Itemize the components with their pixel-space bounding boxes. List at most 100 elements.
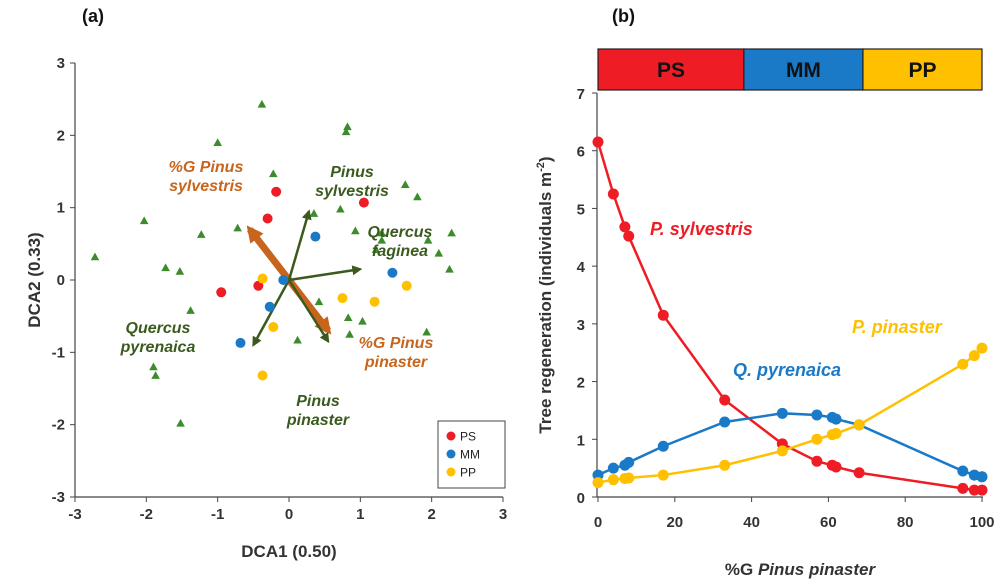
vector-label-line: Pinus [330, 164, 374, 181]
species-triangle [343, 313, 353, 322]
vector-label-pp: Pinus pinaster [286, 393, 350, 429]
dominance-bar: PS MM PP [597, 48, 983, 91]
vector-label-line: faginea [372, 243, 428, 260]
series-label-pyrenaica: Q. pyrenaica [733, 360, 841, 380]
species-vector-arrow [288, 265, 363, 282]
series-point-sylvestris [719, 394, 731, 406]
vector-label-line: sylvestris [169, 178, 243, 195]
series-point-pyrenaica [811, 409, 823, 421]
species-triangle [293, 335, 302, 344]
dca-x-axis-label: DCA1 (0.50) [241, 542, 336, 561]
species-triangle [413, 192, 422, 201]
species-triangle [351, 226, 360, 235]
plot-point-pp [337, 293, 348, 304]
y-tick-label: 3 [57, 55, 65, 72]
plot-point-ps [253, 280, 264, 291]
species-triangle [371, 245, 381, 254]
y-tick-label: -1 [52, 344, 65, 361]
species-triangle [434, 248, 444, 257]
plot-point-ps [271, 186, 282, 197]
series-point-pyrenaica [607, 462, 619, 474]
vector-label-line: pinaster [286, 412, 350, 429]
regen-y-axis-label: Tree regeneration (individuals m-2) [535, 156, 555, 433]
series-point-pyrenaica [830, 413, 842, 425]
vector-label-line: %G Pinus [169, 159, 244, 176]
vector-label-line: Quercus [368, 224, 433, 241]
series-point-pinaster [719, 459, 731, 471]
dca-species-points [90, 99, 456, 427]
y-label-close: ) [536, 156, 555, 162]
species-triangle [257, 99, 267, 108]
segment-mm [743, 48, 864, 91]
species-vector-arrow [287, 209, 312, 281]
series-point-sylvestris [968, 484, 980, 496]
series-label-pinaster: P. pinaster [852, 317, 943, 337]
series-point-sylvestris [811, 455, 823, 467]
legend-marker-ps [446, 431, 456, 441]
y-tick-label: 2 [577, 375, 585, 392]
legend-label-mm: MM [460, 448, 480, 462]
x-tick-label: 3 [499, 506, 507, 523]
legend-label-ps: PS [460, 430, 476, 444]
y-tick-label: 7 [577, 86, 585, 103]
legend-marker-pp [446, 467, 456, 477]
series-point-sylvestris [830, 461, 842, 473]
dca-biplot: (a) -3 -2 -1 0 1 2 3 -3 -2 -1 0 1 2 3 %G Pinus sylvest… [25, 6, 507, 561]
vector-label-gpp: %G Pinus pinaster [359, 335, 434, 371]
species-triangle [377, 235, 387, 244]
species-triangle [336, 204, 345, 213]
series-point-pyrenaica [776, 407, 788, 419]
plot-point-mm [235, 337, 246, 348]
segment-ps [597, 48, 745, 91]
series-line-pyrenaica [597, 412, 983, 479]
series-label-sylvestris: P. sylvestris [650, 219, 753, 239]
vector-label-line: Quercus [126, 320, 191, 337]
series-point-pyrenaica [719, 416, 731, 428]
species-triangle [377, 228, 387, 237]
plot-point-ps [216, 287, 227, 298]
regeneration-chart: (b) PS MM PP 0 20 40 60 80 100 0 1 2 3 4 5 6 7 P. sylve… [535, 6, 995, 579]
dca-vector-labels: %G Pinus sylvestris Pinus sylvestris Quercus… [120, 159, 434, 429]
vector-label-qp: Quercus pyrenaica [120, 320, 196, 356]
x-tick-label: 80 [897, 514, 914, 531]
dca-vectors [246, 209, 363, 347]
y-label-main: Tree regeneration (individuals m [536, 172, 555, 434]
y-tick-label: 5 [577, 201, 585, 218]
series-point-pinaster [853, 419, 865, 431]
plot-point-mm [264, 301, 275, 312]
x-label-prefix: %G [725, 560, 758, 579]
y-tick-label: 3 [577, 317, 585, 334]
series-point-sylvestris [607, 188, 619, 200]
segment-label-ps: PS [657, 59, 685, 82]
y-tick-label: 1 [577, 432, 585, 449]
series-point-pyrenaica [657, 440, 669, 452]
vector-label-ps: Pinus sylvestris [315, 164, 389, 200]
vector-label-line: sylvestris [315, 183, 389, 200]
x-tick-label: 2 [427, 506, 435, 523]
species-triangle [341, 127, 351, 136]
segment-label-pp: PP [908, 59, 936, 82]
species-triangle [161, 263, 170, 272]
panel-b-label: (b) [612, 6, 635, 26]
series-point-pinaster [957, 358, 969, 370]
segment-pp [862, 48, 983, 91]
species-triangle [213, 138, 222, 147]
vector-label-line: %G Pinus [359, 335, 434, 352]
species-triangle [343, 122, 352, 131]
x-tick-label: 20 [666, 514, 683, 531]
species-triangle [176, 418, 185, 427]
series-point-pyrenaica [623, 456, 635, 468]
series-point-pinaster [776, 445, 788, 457]
species-triangle [139, 216, 149, 225]
series-point-sylvestris [976, 484, 988, 496]
vector-label-gps: %G Pinus sylvestris [169, 159, 244, 195]
segment-label-mm: MM [786, 59, 821, 82]
species-triangle [309, 209, 319, 217]
series-point-pyrenaica [957, 465, 969, 477]
series-point-sylvestris [592, 136, 604, 148]
species-triangle [196, 230, 206, 238]
species-triangle [314, 297, 324, 306]
dca-plot-points [216, 186, 412, 381]
regen-series [592, 136, 988, 496]
legend-label-pp: PP [460, 466, 476, 480]
